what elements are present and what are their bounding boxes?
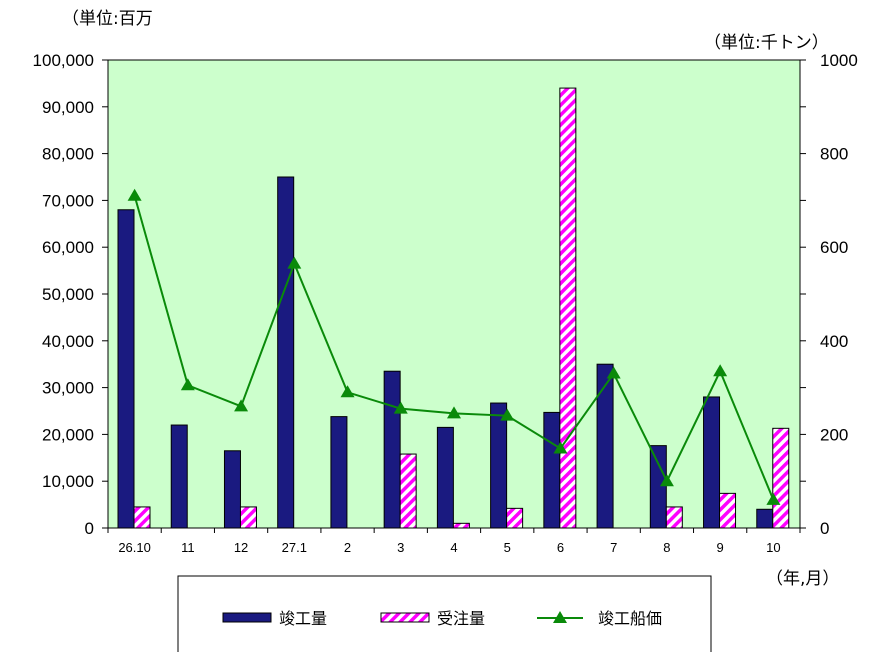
left-tick-label: 70,000: [42, 191, 94, 210]
bar-orders: [133, 506, 151, 529]
bar-completion: [223, 450, 241, 529]
left-tick-label: 30,000: [42, 379, 94, 398]
price-marker: [287, 256, 302, 269]
x-tick-label: 7: [610, 540, 617, 555]
bar-completion: [330, 416, 348, 529]
bar-completion: [383, 370, 401, 529]
left-tick-label: 10,000: [42, 472, 94, 491]
bar-orders: [559, 87, 577, 529]
x-tick-label: 5: [504, 540, 511, 555]
line-layer: [127, 188, 781, 505]
left-tick-label: 40,000: [42, 332, 94, 351]
x-tick-label: 10: [766, 540, 780, 555]
right-tick-label: 200: [820, 425, 848, 444]
right-tick-label: 0: [820, 519, 829, 538]
legend-label-price: 竣工船価: [598, 609, 662, 628]
bar-completion: [703, 396, 721, 529]
price-marker: [234, 399, 249, 412]
right-unit-label: （単位:千トン）: [704, 33, 829, 53]
x-tick-label: 9: [717, 540, 724, 555]
x-tick-label: 4: [450, 540, 457, 555]
left-tick-label: 80,000: [42, 145, 94, 164]
price-marker: [659, 474, 674, 487]
price-marker: [713, 364, 728, 377]
left-tick-label: 90,000: [42, 98, 94, 117]
bar-completion: [436, 426, 454, 529]
x-tick-label: 27.1: [282, 540, 307, 555]
legend-label-orders: 受注量: [437, 609, 485, 628]
left-tick-label: 50,000: [42, 285, 94, 304]
left-tick-label: 100,000: [33, 51, 94, 70]
bar-orders: [452, 522, 470, 529]
legend-label-completion: 竣工量: [279, 609, 327, 628]
legend-swatch-completion: [222, 612, 272, 623]
bar-orders: [239, 506, 257, 529]
bar-orders: [506, 507, 524, 529]
left-unit-label: （単位:百万: [62, 9, 153, 29]
price-marker: [340, 385, 355, 398]
x-tick-label: 26.10: [118, 540, 151, 555]
price-marker: [127, 188, 142, 201]
bar-completion: [649, 445, 667, 529]
x-tick-label: 11: [181, 540, 195, 555]
tick-labels: 0 10,000 20,000 30,000 40,000 50,000 60,000 70,…: [33, 51, 858, 555]
price-marker: [393, 401, 408, 414]
bar-orders: [772, 427, 790, 529]
price-marker: [447, 406, 461, 419]
left-tick-label: 20,000: [42, 425, 94, 444]
x-tick-label: 2: [344, 540, 351, 555]
x-unit-label: （年,月）: [766, 569, 839, 589]
bars-layer: [117, 87, 790, 529]
x-tick-label: 12: [234, 540, 248, 555]
price-marker: [553, 441, 568, 454]
bar-completion: [170, 424, 188, 529]
bar-orders: [665, 506, 683, 529]
left-tick-label: 0: [85, 519, 94, 538]
bar-orders: [719, 492, 737, 529]
legend-item-completion: 竣工量: [222, 609, 327, 628]
right-tick-label: 400: [820, 332, 848, 351]
price-marker: [500, 408, 515, 421]
price-marker: [180, 378, 195, 391]
right-tick-label: 600: [820, 238, 848, 257]
right-tick-label: 1000: [820, 51, 858, 70]
bar-orders: [399, 453, 417, 529]
bar-completion: [117, 209, 135, 529]
axes: [102, 59, 806, 533]
bar-completion: [596, 363, 614, 529]
right-tick-label: 800: [820, 145, 848, 164]
bar-completion: [277, 176, 295, 529]
legend-item-orders: 受注量: [380, 609, 485, 628]
plot-area: [107, 59, 801, 529]
legend-item-price: 竣工船価: [537, 609, 662, 628]
price-marker: [766, 492, 781, 505]
x-tick-label: 8: [663, 540, 670, 555]
price-marker: [606, 366, 621, 379]
left-tick-label: 60,000: [42, 238, 94, 257]
bar-completion: [543, 411, 561, 529]
legend-swatch-orders: [380, 612, 430, 623]
x-tick-label: 6: [557, 540, 564, 555]
x-tick-label: 3: [397, 540, 404, 555]
bar-completion: [490, 402, 508, 529]
legend-swatch-price-marker: [553, 611, 567, 623]
bar-completion: [756, 508, 774, 529]
